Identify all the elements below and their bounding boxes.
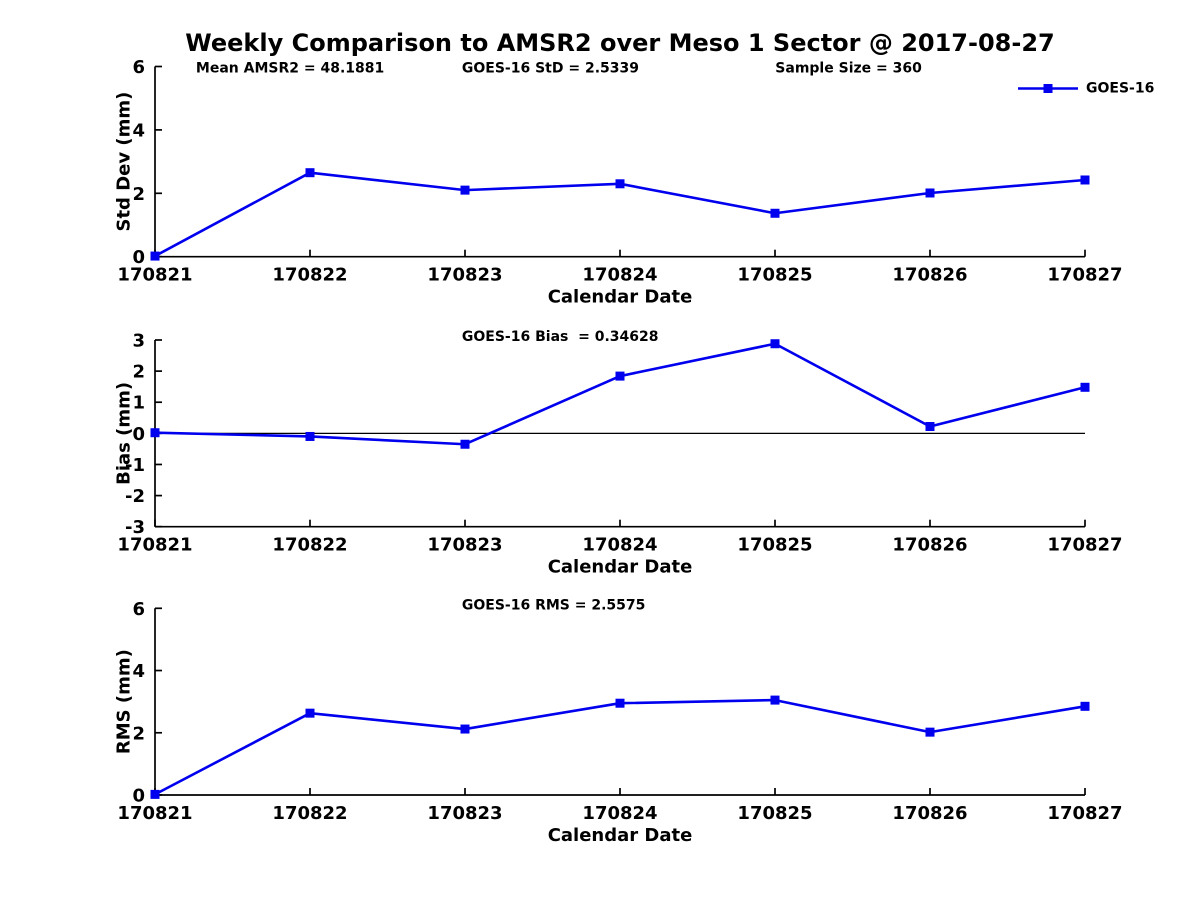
y-tick-label: 4 — [132, 120, 145, 141]
data-point-marker — [770, 208, 780, 218]
stddev-subplot: 0 2 4 6 170821 170822 170823 170824 170825 170826… — [114, 57, 1155, 308]
y-tick-label: 2 — [132, 362, 145, 383]
legend-marker-sample — [1043, 84, 1053, 93]
x-tick-label: 170822 — [272, 803, 347, 824]
x-tick-label: 170827 — [1047, 535, 1122, 556]
legend-label: GOES-16 — [1086, 81, 1154, 97]
x-axis-label: Calendar Date — [548, 287, 693, 308]
data-point-marker — [925, 188, 935, 198]
x-tick-label: 170822 — [272, 265, 347, 286]
x-tick-label: 170825 — [737, 265, 812, 286]
y-tick-label: 0 — [132, 247, 145, 268]
data-point-marker — [460, 724, 470, 734]
stat-annotation: Mean AMSR2 = 48.1881 — [196, 61, 384, 77]
data-point-marker — [305, 708, 315, 718]
x-tick-label: 170823 — [427, 535, 502, 556]
x-tick-label: 170824 — [582, 803, 657, 824]
y-tick-label: -1 — [125, 455, 145, 476]
y-tick-label: 6 — [132, 57, 145, 78]
data-point-marker — [615, 698, 625, 708]
series-line — [154, 698, 1086, 796]
data-point-marker — [460, 439, 470, 449]
y-axis-label: Std Dev (mm) — [114, 92, 135, 232]
figure-title: Weekly Comparison to AMSR2 over Meso 1 S… — [185, 29, 1055, 57]
data-point-marker — [1080, 382, 1090, 392]
x-tick-label: 170824 — [582, 265, 657, 286]
y-tick-label: 4 — [132, 661, 145, 682]
y-tick-label: 3 — [132, 331, 145, 352]
series-line — [154, 342, 1086, 446]
stat-annotation: GOES-16 StD = 2.5339 — [462, 61, 639, 77]
x-tick-label: 170824 — [582, 535, 657, 556]
bias-subplot: -3 -2 -1 0 1 2 3 170821 170822 170823 170824 170825… — [114, 329, 1123, 578]
y-tick-label: 2 — [132, 184, 145, 205]
data-point-marker — [305, 168, 315, 178]
y-tick-label: 0 — [132, 424, 145, 445]
data-point-marker — [460, 185, 470, 195]
data-point-marker — [925, 727, 935, 737]
y-tick-label: 1 — [132, 393, 145, 414]
x-tick-label: 170825 — [737, 535, 812, 556]
data-point-marker — [1080, 175, 1090, 185]
y-tick-label: 0 — [132, 786, 145, 807]
data-point-marker — [150, 428, 160, 438]
data-point-marker — [615, 179, 625, 189]
x-tick-label: 170821 — [117, 265, 192, 286]
x-tick-label: 170827 — [1047, 803, 1122, 824]
x-tick-label: 170825 — [737, 803, 812, 824]
data-point-marker — [305, 431, 315, 441]
x-tick-label: 170826 — [892, 535, 967, 556]
x-axis-label: Calendar Date — [548, 825, 693, 846]
data-point-marker — [770, 695, 780, 705]
y-tick-label: -3 — [125, 517, 145, 538]
x-axis-label: Calendar Date — [548, 557, 693, 578]
x-tick-label: 170821 — [117, 803, 192, 824]
data-point-marker — [150, 251, 160, 261]
stat-annotation: GOES-16 Bias = 0.34628 — [462, 329, 659, 345]
x-tick-label: 170823 — [427, 803, 502, 824]
x-tick-label: 170823 — [427, 265, 502, 286]
x-tick-label: 170826 — [892, 803, 967, 824]
data-point-marker — [925, 422, 935, 432]
y-tick-label: 2 — [132, 723, 145, 744]
stat-annotation: GOES-16 RMS = 2.5575 — [462, 597, 646, 613]
data-point-marker — [615, 371, 625, 381]
y-tick-label: 6 — [132, 599, 145, 620]
y-axis-label: Bias (mm) — [114, 382, 135, 485]
data-point-marker — [150, 789, 160, 799]
x-tick-label: 170827 — [1047, 265, 1122, 286]
data-point-marker — [1080, 701, 1090, 711]
legend: GOES-16 — [1018, 81, 1154, 97]
x-tick-label: 170821 — [117, 535, 192, 556]
stat-annotation: Sample Size = 360 — [775, 61, 922, 77]
x-tick-label: 170822 — [272, 535, 347, 556]
data-point-marker — [770, 339, 780, 349]
y-tick-label: -2 — [125, 486, 145, 507]
x-tick-label: 170826 — [892, 265, 967, 286]
rms-subplot: 0 2 4 6 170821 170822 170823 170824 170825 170826… — [114, 597, 1123, 846]
y-axis-label: RMS (mm) — [114, 649, 135, 754]
